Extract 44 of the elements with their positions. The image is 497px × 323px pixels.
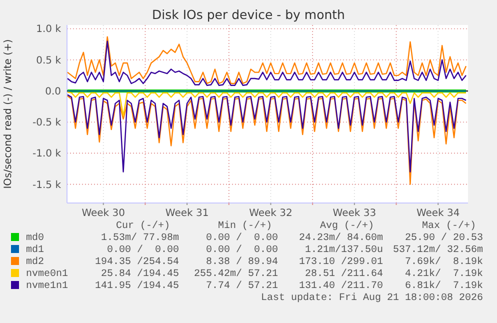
y-tick-label: -0.5 k: [32, 118, 62, 129]
x-tick-label: Week 33: [332, 208, 376, 219]
text: 141.95 /194.45: [94, 280, 179, 292]
y-axis-title: IOs/second read (-) / write (+): [3, 39, 14, 189]
text: 7.74 / 57.21: [206, 280, 278, 292]
y-tick-label: 1.0 k: [36, 24, 62, 36]
y-tick-label: 0.0: [45, 86, 61, 98]
text: Avg (-/+): [320, 220, 374, 232]
legend-label: nvme1n1: [26, 281, 68, 292]
text: 131.40 /211.70: [298, 280, 383, 292]
legend-label: md2: [26, 256, 44, 268]
text: 255.42m/ 57.21: [194, 268, 278, 280]
text: 25.84 /194.45: [100, 268, 179, 280]
text: 0.00 / 0.00: [206, 232, 278, 244]
x-tick-label: Week 34: [416, 208, 460, 219]
text: 7.69k/ 8.19k: [404, 256, 483, 268]
text: 1.21m/137.50u: [304, 244, 383, 256]
chart-title: Disk IOs per device - by month: [152, 7, 345, 22]
legend-label: md0: [26, 232, 44, 244]
text: 6.81k/ 7.19k: [404, 280, 483, 292]
text: Max (-/+): [422, 220, 476, 232]
y-tick-label: 0.5 k: [36, 55, 62, 66]
x-tick-label: Week 30: [82, 208, 126, 219]
text: Last update: Fri Aug 21 18:00:08 2026: [260, 292, 483, 304]
y-tick-label: -1.0 k: [32, 148, 62, 160]
text: 173.10 /299.01: [298, 256, 383, 268]
text: 0.00 / 0.00: [206, 244, 278, 256]
legend-label: md1: [26, 244, 44, 256]
text: 537.12m/ 32.56m: [392, 244, 483, 256]
text: Cur (-/+): [116, 220, 170, 232]
text: 1.53m/ 77.98m: [100, 232, 179, 244]
text: 4.21k/ 7.19k: [404, 268, 483, 280]
text: 0.00 / 0.00: [106, 244, 179, 256]
text: 194.35 /254.54: [94, 256, 179, 268]
text: 25.90 / 20.53: [404, 232, 483, 244]
line-series: [66, 92, 467, 116]
text: Min (-/+): [218, 220, 272, 232]
text: 8.38 / 89.94: [206, 256, 278, 268]
text: 24.23m/ 84.60m: [298, 232, 383, 244]
text: 28.51 /211.64: [304, 268, 383, 280]
legend-label: nvme0n1: [26, 269, 68, 280]
y-tick-label: -1.5 k: [32, 180, 62, 191]
x-tick-label: Week 32: [249, 208, 292, 219]
x-tick-label: Week 31: [165, 208, 209, 219]
